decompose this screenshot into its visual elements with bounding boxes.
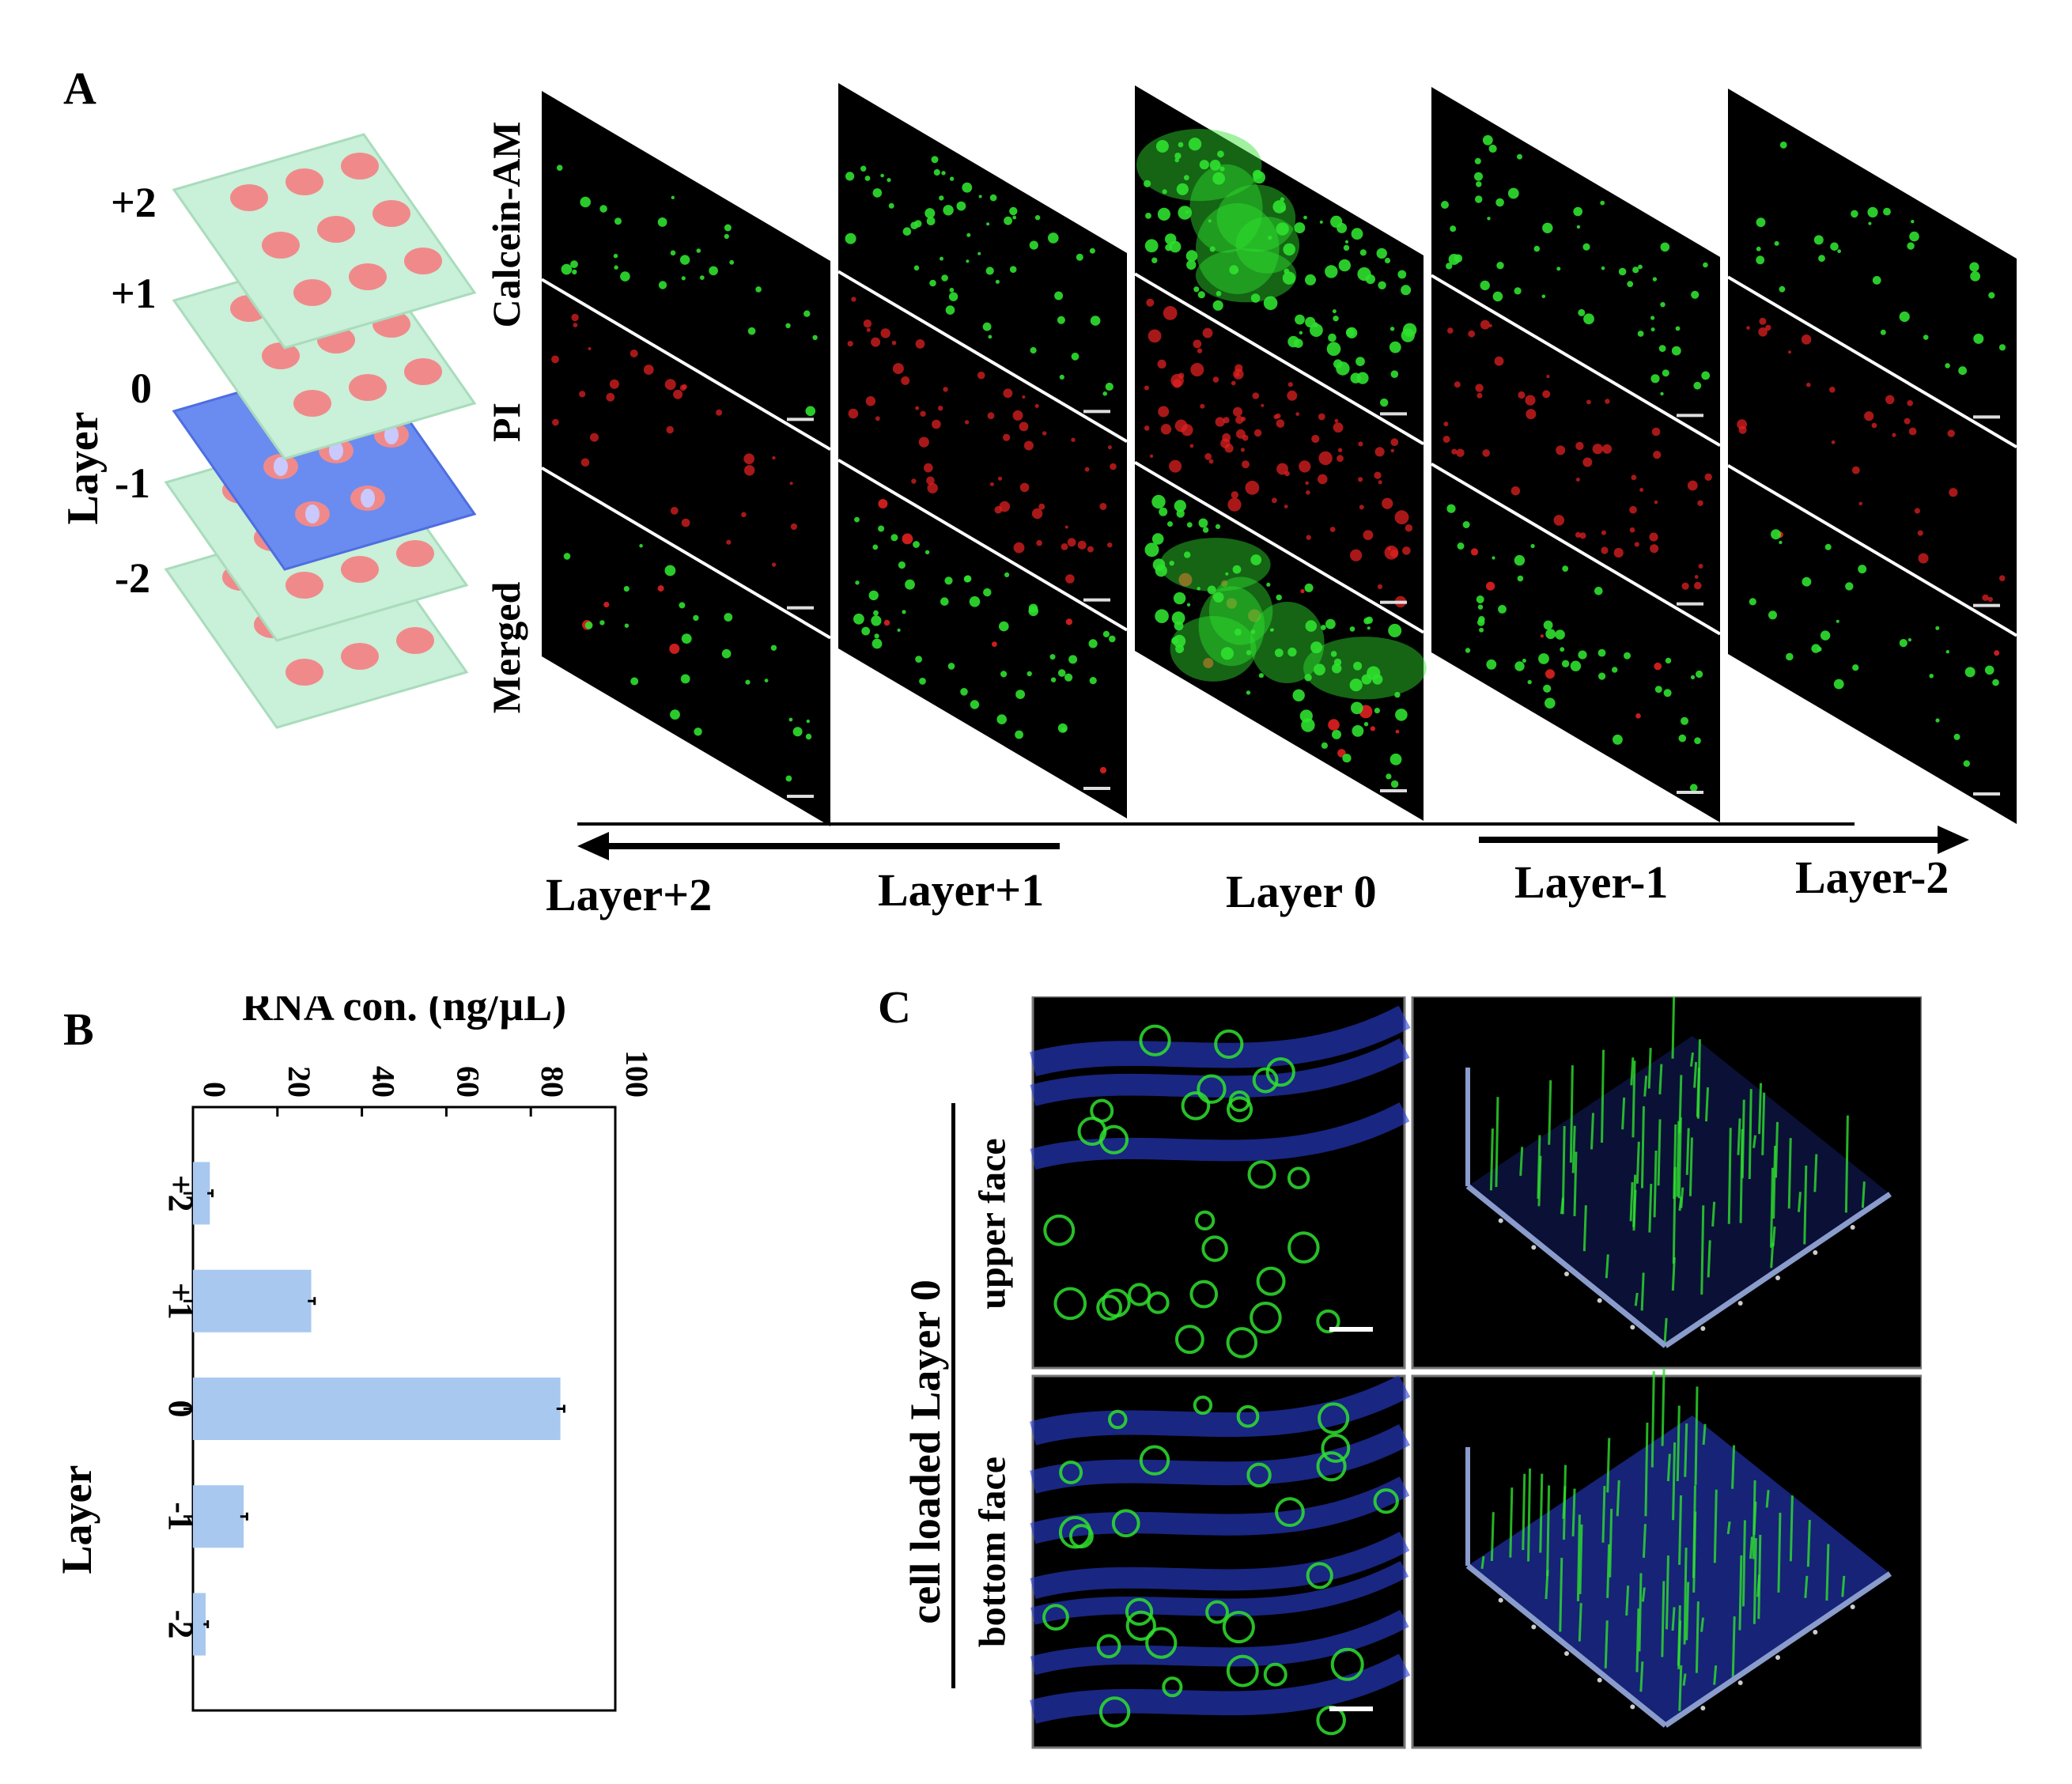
bar — [193, 1485, 244, 1548]
micrograph-column-4 — [1430, 87, 1722, 822]
rna-bar-chart: RNA con. (ng/μL) Layer 0 20 40 60 80 100 +2 +1 0 -1… — [53, 996, 648, 1712]
micrograph-column-5 — [1726, 89, 2018, 824]
x-tick-label: 0 — [197, 1082, 233, 1098]
row-label-bottom-face: bottom face — [971, 1456, 1014, 1648]
x-tick-label: 80 — [535, 1066, 570, 1098]
layer-number-0: 0 — [130, 365, 152, 412]
x-tick-label: 20 — [282, 1066, 317, 1098]
y-tick-label: 0 — [161, 1400, 200, 1418]
axis-3d-x — [1465, 1563, 1668, 1728]
bottom-label-layer-0: Layer 0 — [1226, 866, 1377, 917]
layer-number-minus2: -2 — [115, 554, 150, 602]
bar — [193, 1377, 561, 1441]
scale-bar — [1329, 1327, 1373, 1332]
micrograph-column-2 — [837, 83, 1129, 818]
confocal-bottom-2d — [1030, 1374, 1411, 1749]
panel-label-c: C — [878, 981, 911, 1033]
layer-number-plus1: +1 — [111, 270, 157, 317]
micrograph-column-3 — [1133, 85, 1427, 821]
bottom-label-layer-plus1: Layer+1 — [878, 864, 1045, 916]
y-tick-label: -1 — [161, 1502, 200, 1531]
x-tick-label: 100 — [619, 1050, 648, 1098]
bar — [193, 1162, 210, 1225]
axis-3d-y — [1664, 1571, 1892, 1728]
row-label-upper-face: upper face — [971, 1138, 1014, 1310]
panel-label-b: B — [63, 1004, 94, 1055]
y-tick-label: -2 — [161, 1610, 200, 1639]
y-tick-label: +2 — [161, 1174, 200, 1211]
layer-stack-schematic — [164, 133, 477, 729]
axis-3d-y — [1664, 1192, 1892, 1348]
direction-arrows — [577, 822, 1969, 860]
bar — [193, 1593, 206, 1656]
x-tick-label: 40 — [366, 1066, 402, 1098]
bar — [193, 1269, 312, 1332]
panel-c-vertical-rule — [951, 1103, 955, 1688]
y-tick-label: +1 — [161, 1283, 200, 1320]
layer-axis-label: Layer — [59, 411, 108, 525]
confocal-bottom-3d — [1411, 1368, 1922, 1749]
layer-number-minus1: -1 — [115, 459, 150, 507]
confocal-images — [1029, 996, 1922, 1749]
confocal-upper-3d — [1411, 996, 1922, 1370]
confocal-upper-2d — [1029, 996, 1411, 1370]
arrow-right-head — [1938, 826, 1969, 854]
panel-label-a: A — [63, 62, 96, 114]
bottom-label-layer-minus1: Layer-1 — [1514, 856, 1669, 908]
x-tick-label: 60 — [450, 1066, 486, 1098]
micrograph-grid — [540, 83, 2018, 826]
panel-c-main-label: cell loaded Layer 0 — [902, 1279, 949, 1624]
axis-3d-x — [1465, 1184, 1668, 1348]
arrow-left-head — [577, 832, 609, 860]
x-axis-label: RNA con. (ng/μL) — [242, 996, 566, 1030]
bottom-label-layer-minus2: Layer-2 — [1795, 852, 1949, 903]
y-axis-label: Layer — [53, 1465, 100, 1574]
scale-bar — [1329, 1707, 1373, 1711]
bottom-label-layer-plus2: Layer+2 — [546, 869, 713, 920]
micrograph-column-1 — [540, 91, 832, 826]
layer-number-plus2: +2 — [111, 179, 157, 226]
